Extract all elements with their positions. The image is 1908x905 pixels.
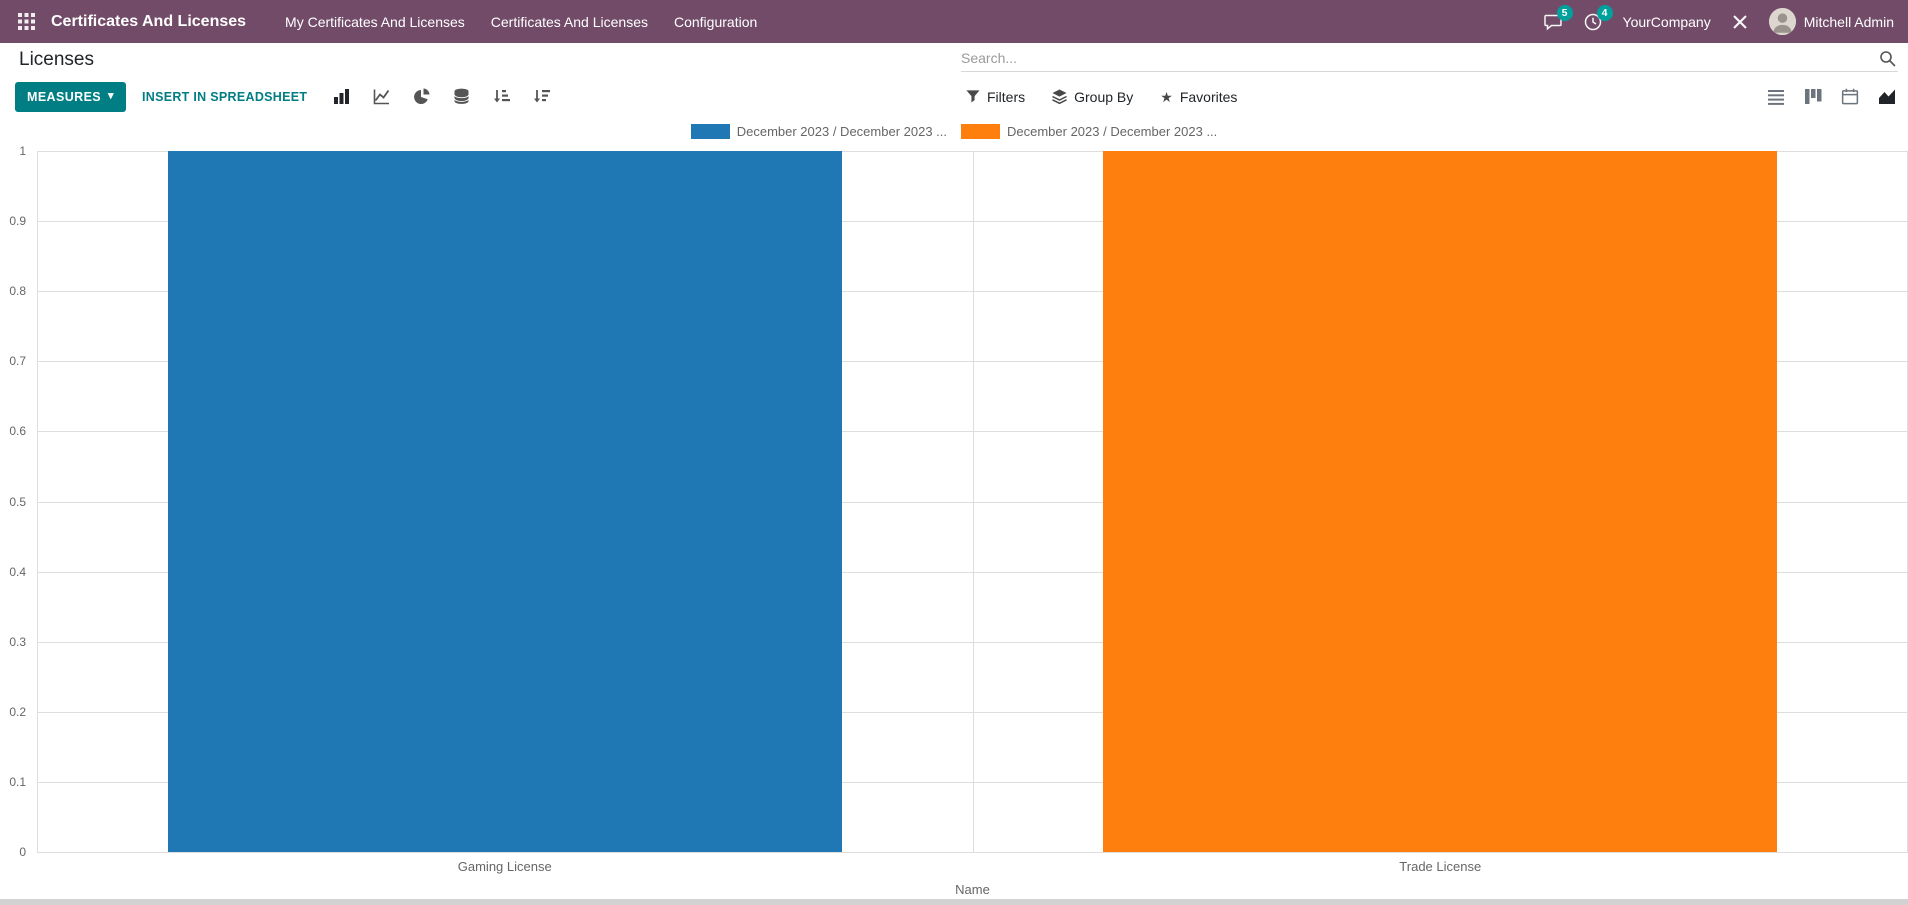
y-gridline — [37, 852, 1908, 853]
plot-area — [37, 151, 1908, 853]
clock-icon — [1584, 13, 1601, 30]
bar-chart-icon — [334, 89, 350, 104]
tools-icon — [1733, 15, 1747, 28]
x-tick-label: Trade License — [1399, 859, 1482, 874]
view-switcher — [1765, 77, 1898, 116]
top-navbar: Certificates And Licenses My Certificate… — [0, 0, 1908, 43]
kanban-view-button[interactable] — [1802, 86, 1824, 107]
filter-funnel-icon — [966, 90, 980, 103]
app-name[interactable]: Certificates And Licenses — [51, 12, 247, 30]
user-name: Mitchell Admin — [1803, 13, 1894, 30]
chart-type-switcher — [331, 86, 552, 107]
sort-descending-icon — [534, 90, 551, 103]
navbar-systray: 5 4 YourCompany Mitchell Admin — [1543, 4, 1894, 35]
sort-ascending-button[interactable] — [491, 86, 512, 107]
grid-icon — [18, 13, 35, 30]
control-panel-bottom: MEASURES ▾ INSERT IN SPREADSHEET — [0, 77, 1908, 116]
user-menu[interactable]: Mitchell Admin — [1768, 8, 1894, 35]
apps-menu-icon[interactable] — [12, 7, 41, 36]
y-tick-label: 0.1 — [9, 774, 26, 789]
legend-swatch — [690, 124, 730, 139]
favorites-label: Favorites — [1179, 88, 1238, 105]
legend-label: December 2023 / December 2023 ... — [1007, 124, 1218, 139]
search-bar — [961, 45, 1898, 72]
search-input[interactable] — [961, 50, 1877, 66]
pie-chart-mode-button[interactable] — [411, 86, 432, 107]
search-facets: Filters Group By ★ Favorites — [966, 77, 1237, 116]
bar-chart-mode-button[interactable] — [331, 86, 352, 107]
caret-down-icon: ▾ — [108, 90, 114, 102]
line-chart-icon — [374, 89, 390, 105]
top-menu: My Certificates And Licenses Certificate… — [272, 1, 770, 43]
y-tick-label: 0.3 — [9, 634, 26, 649]
calendar-view-button[interactable] — [1839, 86, 1861, 107]
x-tick-label: Gaming License — [457, 859, 552, 874]
y-tick-label: 0.9 — [9, 214, 26, 229]
page-title: Licenses — [19, 49, 94, 70]
star-icon: ★ — [1160, 88, 1173, 105]
chart-legend: December 2023 / December 2023 ... Decembe… — [0, 124, 1908, 139]
measures-label: MEASURES — [27, 89, 102, 104]
y-tick-label: 0.7 — [9, 354, 26, 369]
y-axis: 0 0.1 0.2 0.3 0.4 0.5 0.6 0.7 0.8 0.9 1 — [0, 144, 31, 859]
user-avatar-icon — [1768, 8, 1796, 35]
insert-in-spreadsheet-button[interactable]: INSERT IN SPREADSHEET — [141, 89, 308, 104]
bar-trade-license[interactable] — [1103, 151, 1778, 852]
graph-view-button[interactable] — [1876, 86, 1898, 107]
stacked-toggle-button[interactable] — [451, 86, 472, 107]
group-by-button[interactable]: Group By — [1052, 89, 1133, 105]
horizontal-scrollbar-thumb[interactable] — [0, 899, 1908, 905]
graph-view: December 2023 / December 2023 ... Decembe… — [0, 116, 1908, 905]
line-chart-mode-button[interactable] — [371, 86, 392, 107]
list-view-button[interactable] — [1765, 86, 1787, 107]
legend-swatch — [961, 124, 1000, 139]
menu-configuration[interactable]: Configuration — [673, 13, 758, 30]
group-by-layers-icon — [1052, 89, 1067, 104]
messages-button[interactable]: 5 — [1543, 4, 1573, 32]
activities-badge: 4 — [1596, 4, 1613, 21]
y-tick-label: 1 — [19, 144, 26, 158]
sort-descending-button[interactable] — [531, 86, 552, 107]
search-button[interactable] — [1877, 50, 1898, 67]
graph-view-icon — [1879, 89, 1895, 104]
messages-badge: 5 — [1556, 4, 1573, 21]
company-switcher[interactable]: YourCompany — [1622, 13, 1711, 30]
y-tick-label: 0.5 — [9, 494, 26, 509]
x-axis: Gaming License Trade License — [37, 859, 1908, 875]
menu-my-certificates-and-licenses[interactable]: My Certificates And Licenses — [285, 13, 465, 30]
legend-label: December 2023 / December 2023 ... — [736, 124, 947, 139]
menu-certificates-and-licenses[interactable]: Certificates And Licenses — [490, 13, 648, 30]
control-panel-top: Licenses — [0, 43, 1908, 77]
filters-button[interactable]: Filters — [966, 89, 1025, 105]
activities-button[interactable]: 4 — [1583, 4, 1613, 32]
tools-button[interactable] — [1731, 13, 1749, 31]
avatar — [1768, 8, 1796, 35]
y-tick-label: 0.4 — [9, 564, 26, 579]
favorites-button[interactable]: ★ Favorites — [1160, 89, 1237, 105]
legend-item[interactable]: December 2023 / December 2023 ... — [961, 124, 1217, 139]
y-tick-label: 0.6 — [9, 424, 26, 439]
x-axis-title: Name — [955, 882, 990, 897]
graph-toolbar: MEASURES ▾ INSERT IN SPREADSHEET — [15, 77, 552, 116]
x-gridline — [37, 151, 38, 852]
search-icon — [1880, 50, 1896, 66]
sort-ascending-icon — [494, 90, 511, 103]
legend-item[interactable]: December 2023 / December 2023 ... — [690, 124, 947, 139]
pie-chart-icon — [414, 88, 430, 104]
bar-gaming-license[interactable] — [167, 151, 842, 852]
y-tick-label: 0.2 — [9, 704, 26, 719]
list-view-icon — [1768, 90, 1784, 105]
group-by-label: Group By — [1074, 88, 1134, 105]
measures-button[interactable]: MEASURES ▾ — [15, 81, 126, 112]
kanban-view-icon — [1805, 89, 1822, 104]
filters-label: Filters — [987, 88, 1026, 105]
stack-database-icon — [454, 88, 470, 104]
y-tick-label: 0.8 — [9, 284, 26, 299]
calendar-view-icon — [1841, 88, 1859, 105]
horizontal-scrollbar[interactable] — [0, 899, 1908, 905]
y-tick-label: 0 — [19, 845, 26, 859]
x-gridline — [972, 151, 974, 852]
